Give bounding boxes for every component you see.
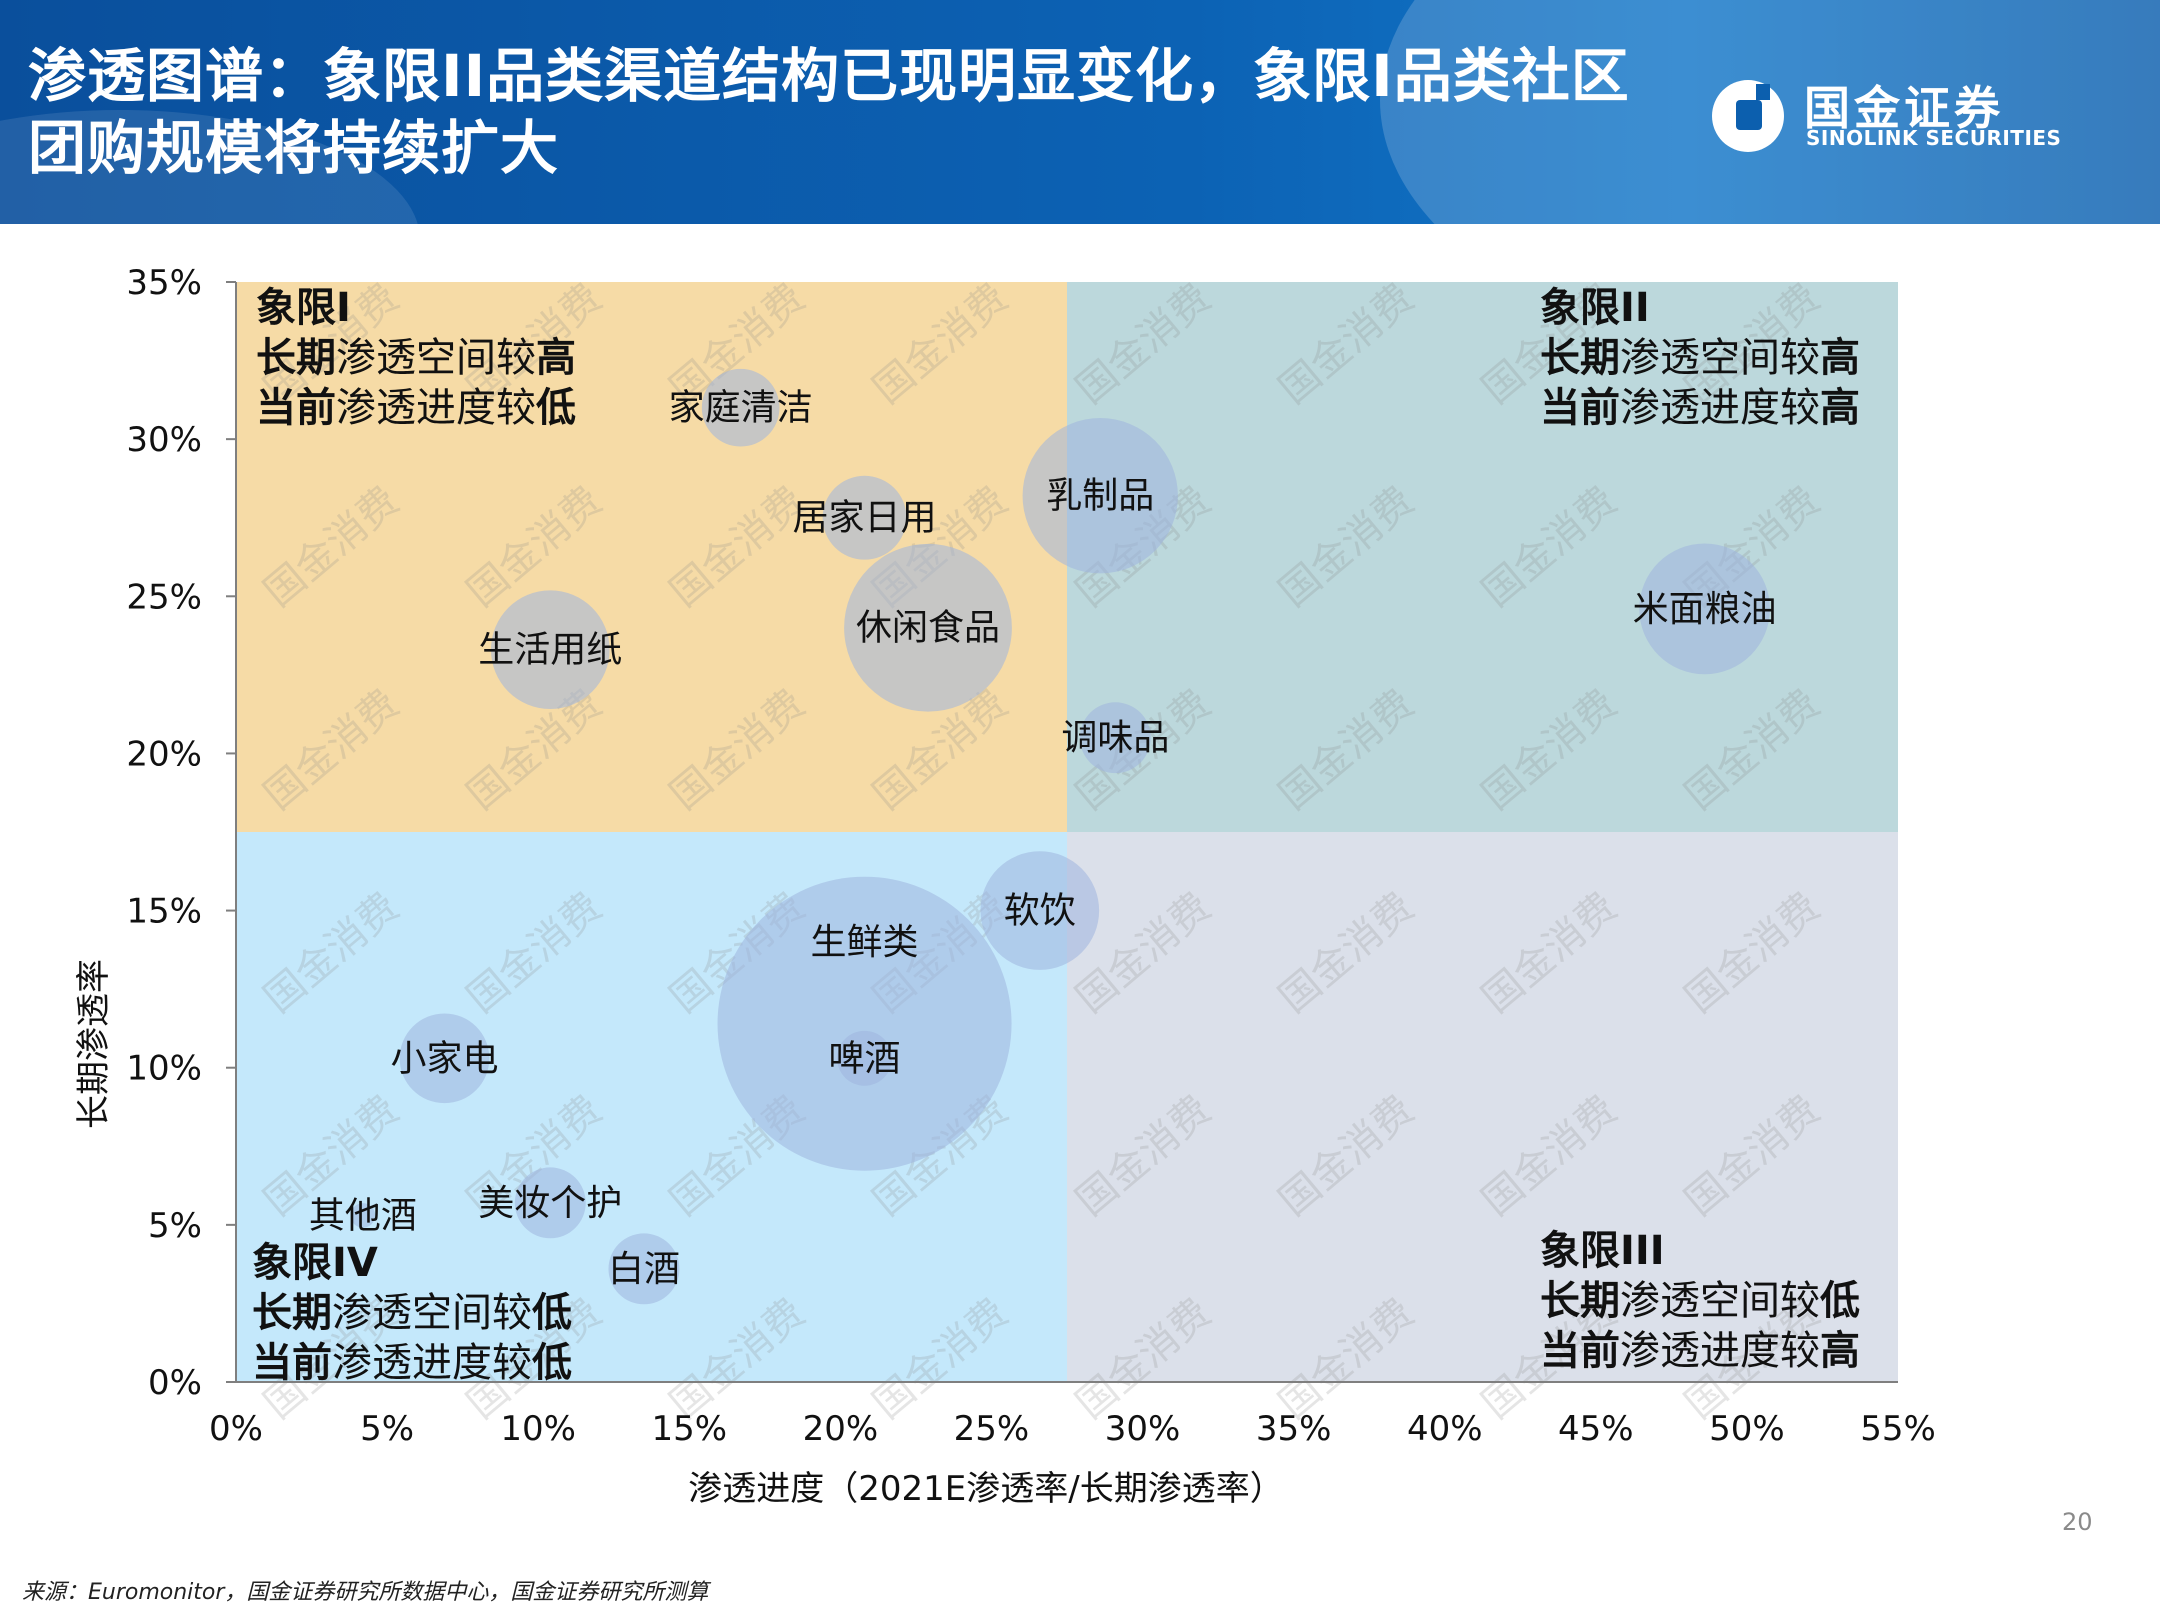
company-logo: 国金证券 SINOLINK SECURITIES (1706, 70, 2126, 160)
x-tick-label: 0% (209, 1409, 263, 1449)
quadrant-4-line-2: 当前渗透进度较低 (252, 1340, 572, 1386)
source-note: 来源：Euromonitor，国金证券研究所数据中心，国金证券研究所测算 (22, 1580, 709, 1605)
bubble-label: 家庭清洁 (669, 388, 813, 429)
x-tick-label: 50% (1709, 1409, 1785, 1449)
bubble-其他酒 (350, 1203, 376, 1228)
bubble-休闲食品 (844, 543, 1012, 712)
x-tick-label: 20% (803, 1409, 879, 1449)
x-tick-label: 55% (1860, 1409, 1936, 1449)
logo-text-cn: 国金证券 (1804, 81, 2004, 135)
x-tick-label: 10% (500, 1409, 576, 1449)
x-tick-label: 5% (360, 1409, 414, 1449)
bubble-label: 休闲食品 (856, 608, 1000, 649)
x-tick-label: 15% (651, 1409, 727, 1449)
quadrant-4-line-1: 长期渗透空间较低 (252, 1290, 572, 1336)
quadrant-2-line-1: 长期渗透空间较高 (1540, 335, 1860, 381)
quadrant-2-background (1067, 282, 1898, 832)
quadrant-3-line-1: 长期渗透空间较低 (1540, 1278, 1860, 1324)
bubble-居家日用 (822, 475, 907, 560)
y-tick-label: 20% (126, 734, 202, 774)
x-tick-label: 45% (1558, 1409, 1634, 1449)
y-tick-label: 30% (126, 420, 202, 460)
quadrant-3-line-2: 当前渗透进度较高 (1540, 1328, 1860, 1374)
bubble-啤酒 (837, 1030, 892, 1086)
bubble-label: 小家电 (390, 1038, 498, 1079)
bubble-label: 美妆个护 (478, 1183, 622, 1224)
bubble-调味品 (1079, 702, 1151, 774)
quadrant-1-title: 象限I (256, 285, 351, 331)
y-tick-labels: 0% 5% 10% 15% 20% 25% 30% 35% (126, 263, 236, 1403)
y-tick-label: 35% (126, 263, 202, 303)
bubble-软饮 (980, 851, 1100, 970)
quadrant-3-title: 象限III (1540, 1228, 1665, 1274)
quadrant-3-label: 象限III 长期渗透空间较低 当前渗透进度较高 (1540, 1228, 1860, 1374)
x-axis-label: 渗透进度（2021E渗透率/长期渗透率） (688, 1469, 1283, 1509)
page-number: 20 (2062, 1508, 2093, 1536)
page-title: 渗透图谱：象限II品类渠道结构已现明显变化，象限I品类社区团购规模将持续扩大 (28, 42, 1630, 182)
bubble-乳制品 (1022, 418, 1178, 574)
bubble-生活用纸 (490, 590, 610, 710)
logo-text-en: SINOLINK SECURITIES (1806, 126, 2062, 150)
x-tick-labels: 0% 5% 10% 15% 20% 25% 30% 35% 40% 45% 50% 55% (209, 1409, 1936, 1449)
quadrant-4-title: 象限IV (252, 1240, 378, 1286)
bubble-label: 生活用纸 (478, 630, 622, 671)
y-tick-label: 15% (126, 892, 202, 932)
bubble-label: 其他酒 (309, 1195, 417, 1236)
axes (235, 282, 1898, 1383)
y-tick-label: 0% (148, 1363, 202, 1403)
y-tick-label: 10% (126, 1049, 202, 1089)
quadrant-1-line-2: 当前渗透进度较低 (256, 385, 576, 431)
bubble-label: 居家日用 (793, 498, 937, 539)
bubble-label: 啤酒 (829, 1038, 901, 1079)
x-tick-label: 30% (1105, 1409, 1181, 1449)
logo-mark-icon (1712, 80, 1784, 152)
bubble-label: 白酒 (608, 1249, 680, 1290)
bubble-label: 调味品 (1061, 718, 1169, 759)
quadrant-2-title: 象限II (1540, 285, 1650, 331)
bubble-白酒 (608, 1233, 680, 1305)
x-tick-label: 40% (1407, 1409, 1483, 1449)
quadrant-1-line-1: 长期渗透空间较高 (256, 335, 576, 381)
bubble-米面粮油 (1639, 543, 1770, 675)
bubble-label: 生鲜类 (811, 922, 919, 963)
y-axis-label: 长期渗透率 (74, 959, 114, 1129)
x-tick-label: 35% (1256, 1409, 1332, 1449)
x-tick-label: 25% (954, 1409, 1030, 1449)
bubble-小家电 (399, 1013, 490, 1104)
bubble-label: 米面粮油 (1633, 589, 1777, 630)
quadrant-2-label: 象限II 长期渗透空间较高 当前渗透进度较高 (1540, 285, 1860, 431)
y-tick-label: 25% (126, 577, 202, 617)
bubble-家庭清洁 (701, 368, 780, 447)
y-tick-label: 5% (148, 1206, 202, 1246)
bubble-label: 软饮 (1004, 891, 1076, 932)
bubble-美妆个护 (514, 1167, 586, 1239)
bubble-生鲜类 (717, 876, 1012, 1171)
bubble-layer (350, 368, 1770, 1305)
bubble-label: 乳制品 (1046, 476, 1154, 517)
quadrant-1-label: 象限I 长期渗透空间较高 当前渗透进度较低 (256, 285, 576, 431)
quadrant-3-background (1067, 832, 1898, 1382)
header-banner: 渗透图谱：象限II品类渠道结构已现明显变化，象限I品类社区团购规模将持续扩大 国… (0, 0, 2160, 224)
quadrant-4-label: 象限IV 长期渗透空间较低 当前渗透进度较低 (252, 1240, 572, 1386)
quadrant-2-line-2: 当前渗透进度较高 (1540, 385, 1860, 431)
